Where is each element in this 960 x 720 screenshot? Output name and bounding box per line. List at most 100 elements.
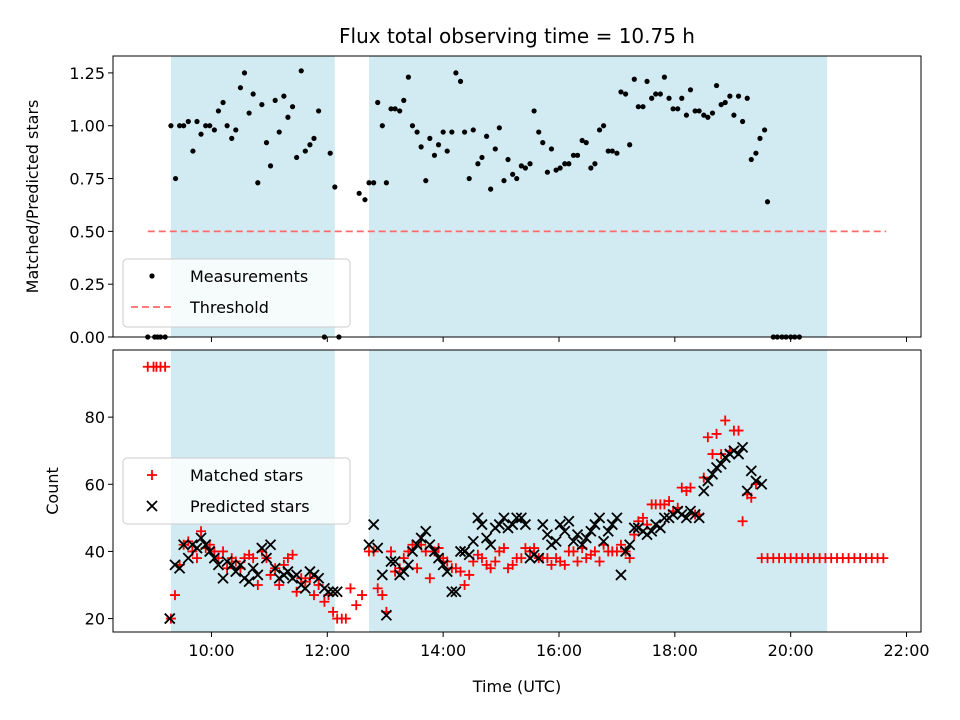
measurements-point	[457, 78, 464, 84]
matched-stars-point	[459, 580, 470, 590]
measurements-point	[675, 106, 681, 112]
predicted-stars-point	[290, 569, 303, 581]
predicted-stars-point	[646, 525, 658, 537]
predicted-stars-point	[226, 559, 238, 571]
predicted-stars-point	[706, 468, 719, 480]
predicted-stars-point	[173, 562, 186, 574]
measurements-point	[276, 129, 282, 135]
predicted-stars-point	[238, 572, 251, 584]
y-tick-label: 0.00	[69, 328, 105, 347]
predicted-stars-point	[243, 576, 255, 588]
measurements-point	[522, 165, 528, 171]
predicted-stars-point	[463, 549, 475, 561]
measurements-point	[190, 148, 196, 154]
predicted-stars-point	[432, 552, 445, 564]
measurements-point	[298, 68, 304, 74]
measurements-point	[401, 97, 407, 103]
measurements-point	[618, 89, 624, 95]
measurements-point	[461, 129, 468, 135]
x-tick-label: 16:00	[536, 641, 582, 660]
measurements-point	[181, 123, 187, 129]
x-tick-label: 20:00	[768, 641, 814, 660]
measurements-point	[496, 125, 502, 131]
matched-stars-point	[594, 556, 605, 567]
predicted-stars-point	[736, 441, 749, 453]
measurements-point	[661, 74, 668, 80]
measurements-point	[307, 142, 313, 148]
predicted-stars-point	[389, 555, 401, 568]
predicted-stars-point	[485, 539, 497, 551]
measurements-point	[764, 199, 771, 205]
predicted-stars-point	[698, 485, 710, 497]
measurements-point	[501, 178, 507, 184]
legend-label-measurements: Measurements	[190, 267, 308, 286]
predicted-stars-point	[230, 565, 242, 578]
matched-stars-point	[711, 428, 722, 439]
predicted-stars-point	[458, 545, 471, 558]
measurements-point	[518, 163, 524, 169]
measurements-point	[562, 161, 568, 167]
predicted-stars-point	[264, 539, 277, 551]
measurements-point	[570, 152, 577, 158]
predicted-stars-point	[545, 539, 558, 551]
measurements-point	[327, 150, 333, 156]
predicted-stars-point	[402, 559, 415, 571]
matched-stars-point	[611, 546, 622, 557]
measurements-point	[198, 131, 204, 137]
predicted-stars-point	[428, 545, 441, 558]
measurements-point	[229, 135, 235, 141]
measurements-point	[440, 129, 446, 135]
measurements-point	[444, 148, 450, 154]
chart-title: Flux total observing time = 10.75 h	[339, 24, 695, 48]
predicted-stars-point	[702, 475, 714, 487]
legend-marker-matched-stars	[147, 470, 157, 480]
predicted-stars-point	[628, 522, 640, 534]
predicted-stars-point	[750, 475, 762, 487]
y-axis-label: Count	[43, 467, 62, 515]
predicted-stars-point	[376, 569, 388, 581]
legend-label-threshold: Threshold	[189, 298, 269, 317]
predicted-stars-point	[693, 512, 705, 524]
matched-stars-point	[529, 543, 540, 554]
y-tick-label: 1.25	[69, 64, 105, 83]
measurements-point	[414, 129, 420, 135]
predicted-stars-point	[217, 572, 229, 584]
predicted-stars-point	[327, 586, 339, 598]
plot-frame	[112, 349, 922, 633]
top-panel-flux-ratio: 0.00 0.25 0.50 0.75 1.00 1.25 Matched/Predicte…	[23, 24, 922, 347]
matched-stars-point	[424, 573, 435, 584]
predicted-stars-point	[680, 512, 693, 524]
measurements-point	[194, 118, 200, 125]
predicted-stars-point	[331, 586, 343, 598]
measurements-point	[316, 108, 322, 114]
predicted-stars-point	[756, 478, 768, 490]
matched-stars-point	[490, 556, 501, 567]
measurements-point	[418, 144, 424, 150]
matched-stars-point	[546, 559, 557, 570]
predicted-stars-point	[446, 586, 458, 598]
measurements-point	[263, 140, 270, 146]
measurements-point	[705, 114, 711, 120]
measurements-point	[356, 190, 362, 196]
measurements-point	[596, 127, 603, 133]
measurements-point	[294, 154, 300, 161]
predicted-stars-point	[164, 612, 176, 625]
measurements-point	[383, 180, 389, 186]
matched-stars-point	[559, 559, 570, 570]
matched-stars-point	[455, 566, 466, 577]
measurements-point	[531, 108, 537, 114]
measurements-point	[692, 108, 698, 114]
predicted-stars-point	[308, 569, 320, 581]
measurements-point	[423, 178, 429, 184]
measurements-point	[203, 123, 209, 129]
measurements-point	[687, 87, 694, 93]
predicted-stars-point	[467, 535, 479, 547]
predicted-stars-point	[606, 518, 618, 531]
legend-label-predicted-stars: Predicted stars	[190, 497, 310, 516]
predicted-stars-point	[615, 569, 627, 581]
measurements-point	[311, 135, 317, 141]
measurements-point	[644, 78, 650, 84]
measurements-point	[470, 127, 476, 133]
measurements-point	[540, 140, 546, 146]
